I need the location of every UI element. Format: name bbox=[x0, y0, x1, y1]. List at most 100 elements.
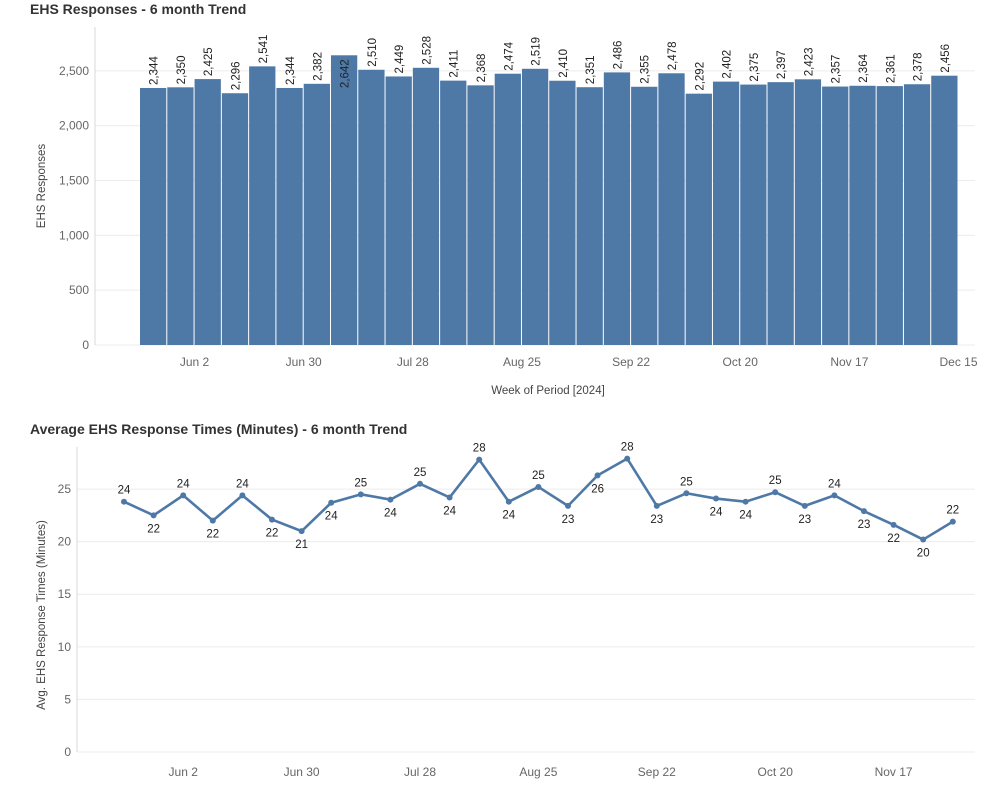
line-point bbox=[594, 472, 601, 479]
line-point bbox=[357, 491, 364, 498]
bar bbox=[167, 87, 194, 345]
bar bbox=[576, 87, 603, 346]
bar-value-label: 2,378 bbox=[913, 52, 925, 81]
bar bbox=[140, 87, 167, 346]
line-point bbox=[150, 512, 157, 519]
bar-ytick-label: 2,000 bbox=[59, 119, 89, 133]
bar bbox=[685, 93, 712, 345]
bar bbox=[549, 80, 576, 346]
line-xtick-label: Jun 30 bbox=[284, 765, 320, 779]
line-point bbox=[209, 517, 216, 524]
bar-value-label: 2,357 bbox=[831, 55, 843, 84]
line-value-label: 24 bbox=[502, 510, 515, 522]
line-value-label: 20 bbox=[917, 548, 930, 560]
line-point bbox=[417, 480, 423, 487]
bar-value-label: 2,364 bbox=[858, 53, 870, 82]
line-ytick-label: 0 bbox=[64, 745, 71, 759]
bar-value-label: 2,519 bbox=[531, 37, 543, 66]
line-point bbox=[713, 495, 719, 502]
line-point bbox=[653, 502, 660, 509]
line-value-label: 23 bbox=[562, 514, 575, 526]
bar-value-label: 2,410 bbox=[558, 49, 570, 78]
bar-value-label: 2,292 bbox=[694, 62, 706, 91]
line-xtick-label: Jul 28 bbox=[404, 765, 436, 779]
line-ytick-label: 10 bbox=[58, 640, 72, 654]
bar bbox=[631, 86, 658, 345]
line-point bbox=[861, 508, 867, 515]
bar bbox=[330, 55, 358, 345]
line-point bbox=[505, 498, 512, 505]
line-value-label: 24 bbox=[325, 511, 338, 523]
bar bbox=[658, 73, 685, 346]
line-point bbox=[801, 502, 808, 509]
bar-chart: EHS Responses Week of Period [2024] 0 500… bbox=[36, 27, 978, 397]
line-value-label: 25 bbox=[680, 476, 693, 488]
bar-xtick-label: Dec 15 bbox=[939, 355, 977, 369]
line-xtick-label: Oct 20 bbox=[758, 765, 794, 779]
line-ytick-label: 25 bbox=[58, 482, 72, 496]
line-xtick-label: Aug 25 bbox=[519, 765, 557, 779]
line-value-label: 22 bbox=[887, 533, 900, 545]
line-value-label: 21 bbox=[295, 539, 308, 551]
bar-xtick-label: Oct 20 bbox=[723, 355, 759, 369]
line-point bbox=[476, 456, 483, 463]
line-value-label: 24 bbox=[236, 478, 249, 490]
bar-value-label: 2,368 bbox=[476, 54, 488, 83]
line-chart: Avg. EHS Response Times (Minutes) 0 5 10 15… bbox=[36, 442, 975, 779]
bar bbox=[276, 87, 303, 346]
line-ytick-label: 20 bbox=[58, 535, 72, 549]
line-value-label: 28 bbox=[621, 442, 634, 454]
line-xtick-label: Jun 2 bbox=[169, 765, 199, 779]
bar-value-label: 2,355 bbox=[640, 55, 652, 84]
line-value-label: 24 bbox=[118, 485, 131, 497]
line-value-label: 22 bbox=[147, 523, 160, 535]
bar bbox=[740, 84, 767, 345]
bar bbox=[494, 73, 521, 345]
bar bbox=[903, 84, 931, 346]
line-value-label: 23 bbox=[858, 519, 871, 531]
bar bbox=[767, 82, 794, 345]
line-value-label: 24 bbox=[710, 507, 723, 519]
line-value-label: 24 bbox=[384, 508, 397, 520]
bar-value-label: 2,456 bbox=[940, 44, 952, 73]
bar-chart-ylabel: EHS Responses bbox=[36, 144, 48, 229]
line-chart-ylabel: Avg. EHS Response Times (Minutes) bbox=[36, 520, 48, 710]
bar-value-label: 2,449 bbox=[394, 45, 406, 74]
line-value-label: 22 bbox=[206, 529, 219, 541]
bar bbox=[822, 86, 849, 345]
bar-value-label: 2,486 bbox=[612, 41, 624, 70]
bar bbox=[876, 86, 903, 346]
line-value-label: 28 bbox=[473, 443, 486, 455]
bar bbox=[385, 76, 412, 346]
line-point bbox=[683, 490, 690, 497]
line-ytick-label: 15 bbox=[58, 587, 72, 601]
bar-xtick-label: Sep 22 bbox=[612, 355, 650, 369]
bar-value-label: 2,402 bbox=[722, 50, 734, 79]
line-point bbox=[565, 502, 571, 509]
bar-value-label: 2,541 bbox=[258, 35, 270, 64]
bar-value-label: 2,397 bbox=[776, 50, 788, 79]
line-point bbox=[831, 492, 838, 499]
line-point bbox=[624, 455, 631, 462]
line-value-label: 24 bbox=[177, 478, 190, 490]
line-value-label: 25 bbox=[532, 470, 545, 482]
bar bbox=[358, 69, 385, 346]
bar-value-label: 2,642 bbox=[340, 59, 352, 88]
bar-value-label: 2,351 bbox=[585, 55, 597, 84]
line-value-label: 25 bbox=[769, 475, 782, 487]
line-value-label: 22 bbox=[946, 505, 959, 517]
line-point bbox=[387, 496, 394, 503]
line-value-label: 23 bbox=[650, 514, 663, 526]
bar-chart-xlabel: Week of Period [2024] bbox=[491, 385, 605, 397]
line-value-label: 25 bbox=[354, 477, 367, 489]
line-point bbox=[328, 499, 335, 506]
bar bbox=[412, 67, 440, 346]
line-point bbox=[920, 536, 927, 543]
line-point bbox=[180, 492, 187, 499]
bar-ytick-label: 0 bbox=[82, 338, 89, 352]
bar-ytick-label: 1,000 bbox=[59, 228, 89, 242]
line-chart-title: Average EHS Response Times (Minutes) - 6… bbox=[30, 421, 408, 437]
bar-ytick-label: 1,500 bbox=[59, 174, 89, 188]
bar-value-label: 2,350 bbox=[176, 56, 188, 85]
bar-value-label: 2,425 bbox=[203, 47, 215, 76]
